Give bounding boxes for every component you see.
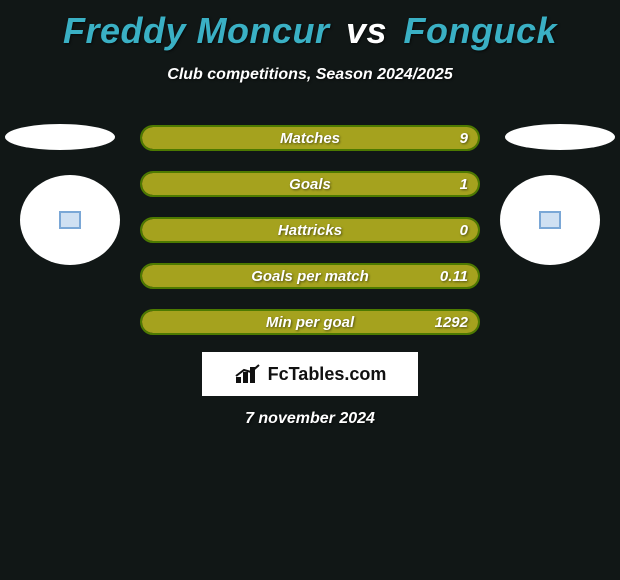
placeholder-icon <box>59 211 81 229</box>
stat-label: Goals per match <box>142 265 478 287</box>
avatar-circle-left <box>20 175 120 265</box>
stat-value: 9 <box>460 127 468 149</box>
player2-name: Fonguck <box>404 10 558 51</box>
stats-bars: Matches 9 Goals 1 Hattricks 0 Goals per … <box>140 125 480 355</box>
stat-label: Hattricks <box>142 219 478 241</box>
stat-value: 1292 <box>435 311 468 333</box>
player1-name: Freddy Moncur <box>63 10 330 51</box>
subtitle-text: Club competitions, Season 2024/2025 <box>0 66 620 84</box>
stat-bar-matches: Matches 9 <box>140 125 480 151</box>
avatar-circle-right <box>500 175 600 265</box>
stat-value: 0 <box>460 219 468 241</box>
placeholder-icon <box>539 211 561 229</box>
stat-bar-mpg: Min per goal 1292 <box>140 309 480 335</box>
avatar-shadow-left <box>5 124 115 150</box>
logo-box: FcTables.com <box>202 352 418 396</box>
avatar-shadow-right <box>505 124 615 150</box>
vs-text: vs <box>346 10 387 51</box>
stat-label: Goals <box>142 173 478 195</box>
stat-bar-gpm: Goals per match 0.11 <box>140 263 480 289</box>
stat-label: Min per goal <box>142 311 478 333</box>
stat-bar-goals: Goals 1 <box>140 171 480 197</box>
logo-text: FcTables.com <box>268 364 387 385</box>
stat-value: 0.11 <box>440 265 468 287</box>
page-title: Freddy Moncur vs Fonguck <box>0 0 620 52</box>
stat-bar-hattricks: Hattricks 0 <box>140 217 480 243</box>
stat-label: Matches <box>142 127 478 149</box>
logo-bars-icon <box>234 363 262 385</box>
footer-date: 7 november 2024 <box>0 410 620 428</box>
stat-value: 1 <box>460 173 468 195</box>
